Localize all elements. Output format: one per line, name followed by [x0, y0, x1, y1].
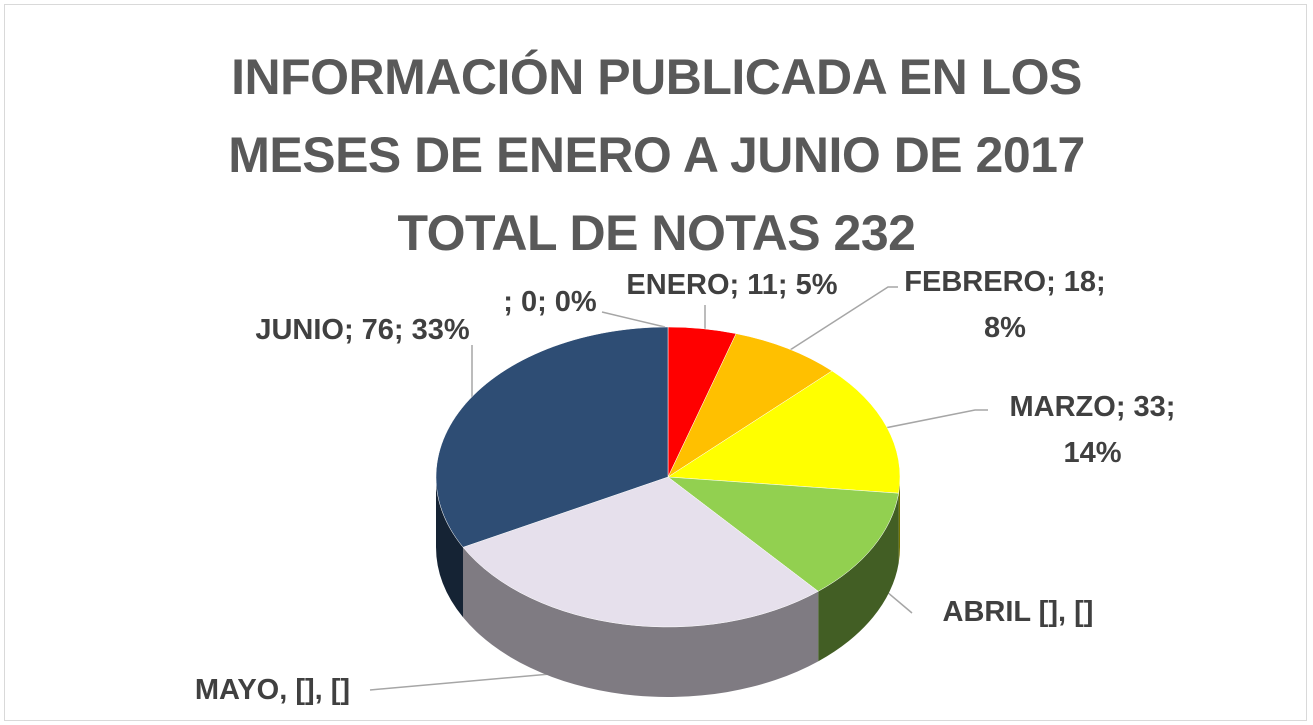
leader-line — [884, 409, 988, 429]
slice — [667, 333, 833, 478]
leader-line — [601, 311, 666, 328]
data-label: FEBRERO; 18; 8% — [904, 266, 1106, 344]
data-label: ABRIL [], [] — [942, 596, 1094, 628]
chart-title: INFORMACIÓN PUBLICADA EN LOS MESES DE EN… — [228, 49, 1085, 261]
slice-side — [898, 477, 900, 564]
slice — [667, 476, 899, 592]
slice — [435, 326, 669, 548]
slice-side — [436, 477, 464, 618]
chart-frame — [4, 4, 1307, 721]
data-label: JUNIO; 76; 33% — [255, 314, 470, 346]
data-label: ; 0; 0% — [503, 286, 597, 318]
leader-line — [789, 286, 898, 351]
data-label: MARZO; 33; 14% — [1009, 391, 1176, 469]
slice — [462, 476, 819, 628]
slice — [667, 370, 901, 494]
slice-side — [818, 493, 899, 662]
data-label: ENERO; 11; 5% — [626, 269, 838, 301]
slice-side — [463, 547, 819, 697]
data-label: MAYO, [], [] — [194, 674, 351, 706]
